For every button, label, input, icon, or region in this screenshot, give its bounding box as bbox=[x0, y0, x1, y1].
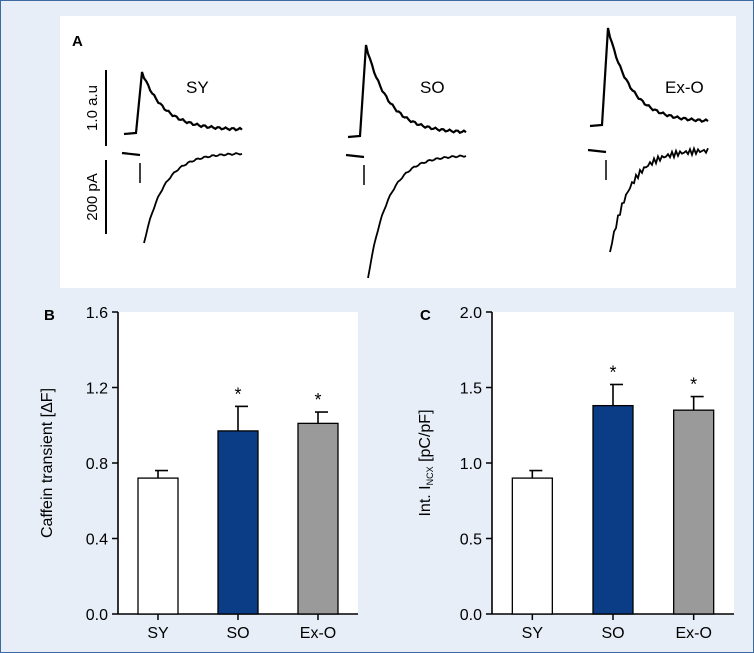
panel-a-background bbox=[60, 16, 736, 288]
x-tick-label-so: SO bbox=[226, 625, 249, 642]
x-tick-label-sy: SY bbox=[522, 625, 544, 642]
panel-c-letter: C bbox=[420, 307, 431, 324]
panel-b-letter: B bbox=[44, 307, 55, 324]
fluorescence-trace-so bbox=[347, 44, 467, 139]
y-tick-label: 1.0 bbox=[460, 456, 482, 473]
chart-ncx-integral: 0.0 0.5 1.0 1.5 2.0 Int. INCX [pC/pF] SY * SO * Ex… bbox=[417, 305, 734, 642]
current-trace-ex-o bbox=[609, 145, 709, 253]
panel-a-letter: A bbox=[72, 33, 83, 50]
bar-ex-o bbox=[297, 422, 339, 615]
significance-marker: * bbox=[609, 362, 616, 382]
fluorescence-trace-sy bbox=[123, 71, 243, 136]
significance-marker: * bbox=[690, 375, 697, 395]
current-baseline-ex-o bbox=[587, 148, 607, 154]
y-tick-label: 1.6 bbox=[86, 305, 108, 322]
trace-label-ex-o: Ex-O bbox=[665, 78, 704, 97]
bar-so bbox=[592, 404, 634, 615]
recording-traces: SY SO Ex-O bbox=[121, 27, 709, 279]
current-baseline-sy bbox=[121, 151, 141, 157]
y-tick-label: 0.0 bbox=[460, 607, 482, 624]
bar-sy bbox=[511, 477, 553, 615]
y-tick-label: 0.5 bbox=[460, 532, 482, 549]
y-tick-label: 1.5 bbox=[460, 381, 482, 398]
x-tick-label-sy: SY bbox=[147, 625, 169, 642]
x-tick-label-ex-o: Ex-O bbox=[675, 625, 711, 642]
y-tick-label: 1.2 bbox=[86, 381, 108, 398]
scale-label-fluorescence: 1.0 a.u bbox=[84, 85, 101, 131]
y-tick-label: 0.0 bbox=[86, 607, 108, 624]
significance-marker: * bbox=[314, 390, 321, 410]
current-trace-so bbox=[367, 154, 467, 279]
bar-ex-o bbox=[673, 409, 715, 615]
significance-marker: * bbox=[234, 384, 241, 404]
fluorescence-trace-ex-o bbox=[589, 27, 709, 128]
trace-label-sy: SY bbox=[186, 78, 209, 97]
y-tick-label: 0.8 bbox=[86, 456, 108, 473]
trace-label-so: SO bbox=[420, 78, 445, 97]
y-tick-label: 0.4 bbox=[86, 532, 108, 549]
bar-sy bbox=[137, 477, 179, 615]
current-baseline-so bbox=[345, 153, 365, 159]
chart-caffeine-transient: 0.0 0.4 0.8 1.2 1.6 Caffein transient [ΔF] SY *… bbox=[39, 305, 358, 642]
scale-label-current: 200 pA bbox=[84, 173, 101, 221]
x-tick-label-so: SO bbox=[601, 625, 624, 642]
bar-so bbox=[217, 430, 259, 615]
y-axis-label: Caffein transient [ΔF] bbox=[39, 388, 56, 538]
y-axis-label: Int. INCX [pC/pF] bbox=[417, 409, 435, 516]
current-trace-sy bbox=[143, 152, 243, 244]
x-tick-label-ex-o: Ex-O bbox=[300, 625, 336, 642]
y-tick-label: 2.0 bbox=[460, 305, 482, 322]
